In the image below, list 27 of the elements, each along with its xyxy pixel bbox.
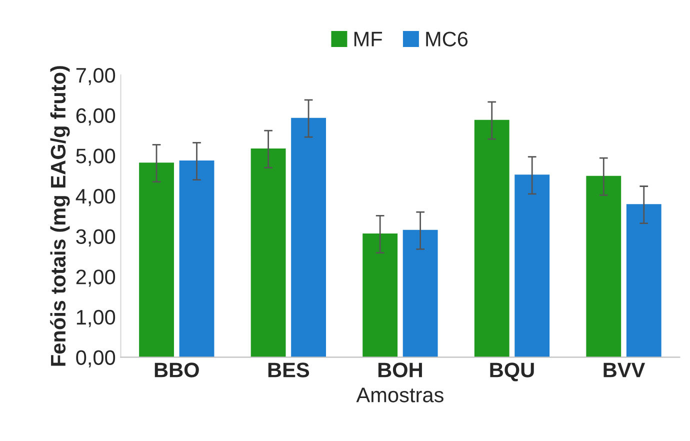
bar [250, 148, 286, 358]
y-tick-label: 2,00 [76, 270, 116, 287]
bar [626, 204, 662, 358]
y-tick-label: 0,00 [76, 350, 116, 368]
y-tick-label: 4,00 [76, 188, 116, 206]
bar [586, 176, 622, 358]
y-tick-label: 5,00 [76, 148, 116, 166]
bar [362, 234, 398, 358]
bar [139, 162, 174, 358]
x-tick-label: BOH [378, 362, 422, 378]
x-tick-label: BQU [490, 362, 534, 382]
bar [402, 230, 438, 358]
x-axis-title: Amostras [356, 388, 444, 402]
x-tick-label: BES [268, 362, 310, 378]
y-tick-label: 6,00 [76, 108, 116, 126]
legend-label: MC6 [426, 32, 468, 46]
x-tick-label: BVV [604, 362, 646, 378]
bar [514, 174, 550, 358]
x-tick-label: BBO [154, 362, 199, 378]
legend-label: MF [354, 32, 382, 46]
y-tick-label: 7,00 [76, 68, 116, 86]
y-tick-label: 3,00 [76, 229, 116, 246]
y-axis-title: Fenóis totais (mg EAG/g fruto) [50, 66, 70, 366]
y-tick-label: 1,00 [76, 310, 116, 328]
bar [179, 160, 214, 358]
bar [474, 120, 510, 358]
bar [291, 118, 326, 358]
